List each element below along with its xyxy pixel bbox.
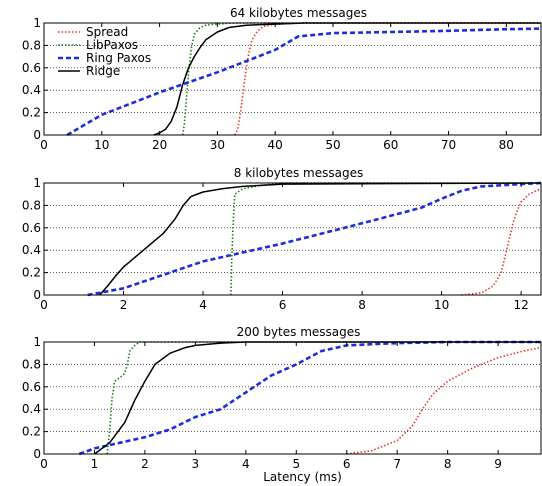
y-tick-label: 0.2: [22, 266, 41, 280]
x-tick-label: 0: [40, 457, 48, 471]
legend-label-ring-paxos: Ring Paxos: [86, 51, 151, 65]
x-tick-label: 4: [199, 298, 207, 312]
y-tick-label: 0.4: [22, 83, 41, 97]
x-tick-label: 8: [444, 457, 452, 471]
chart-panel-3: 0 0.2 0.4 0.6 0.8 1 0 1 2 3 4 5 6 7 8 9 200 bytes messag…: [22, 325, 542, 484]
chart-panel-2: 00.20.40.60.810 2 4 6 8 10 128 kilobytes messa…: [22, 166, 542, 312]
x-tick-label: 12: [513, 298, 528, 312]
y-tick-label: 1: [33, 16, 41, 30]
x-tick-label: 4: [242, 457, 250, 471]
x-tick-label: 8: [358, 298, 366, 312]
series-line-ring-paxos: [78, 340, 541, 456]
legend-label-libpaxos: LibPaxos: [86, 38, 138, 52]
y-tick-label: 0.4: [22, 402, 41, 416]
x-tick-label: 6: [279, 298, 287, 312]
y-tick-label: 0: [33, 128, 41, 142]
x-tick-label: 1: [91, 457, 99, 471]
x-tick-label: 10: [94, 138, 109, 152]
y-tick-label: 0.8: [22, 357, 41, 371]
plot-frame: [43, 182, 542, 296]
series-line-ridge: [94, 341, 541, 455]
series-line-libpaxos: [181, 22, 541, 136]
x-tick-label: 0: [40, 138, 48, 152]
series-line-libpaxos: [106, 341, 541, 455]
x-tick-label: 2: [141, 457, 149, 471]
y-tick-label: 0.8: [22, 38, 41, 52]
legend-label-spread: Spread: [86, 25, 128, 39]
chart-title: 200 bytes messages: [237, 325, 361, 339]
plot-frame: [43, 22, 542, 136]
chart-title: 64 kilobytes messages: [230, 6, 367, 20]
series-line-ridge: [153, 22, 541, 136]
series-line-spread: [233, 22, 541, 136]
x-tick-label: 0: [40, 298, 48, 312]
y-tick-label: 0: [33, 288, 41, 302]
series-line-ring-paxos: [87, 181, 542, 297]
series-line-libpaxos: [230, 182, 541, 296]
plot-frame: [43, 341, 542, 455]
x-tick-label: 3: [192, 457, 200, 471]
chart-title: 8 kilobytes messages: [234, 166, 363, 180]
x-tick-label: 70: [441, 138, 456, 152]
series-line-ring-paxos: [66, 27, 542, 137]
y-tick-label: 0: [33, 447, 41, 461]
x-tick-label: 20: [152, 138, 167, 152]
x-tick-label: 80: [499, 138, 514, 152]
x-tick-label: 6: [343, 457, 351, 471]
x-tick-label: 10: [434, 298, 449, 312]
y-tick-label: 1: [33, 176, 41, 190]
y-tick-label: 0.4: [22, 243, 41, 257]
x-tick-label: 30: [210, 138, 225, 152]
legend-label-ridge: Ridge: [86, 64, 120, 78]
x-tick-label: 40: [268, 138, 283, 152]
y-tick-label: 0.8: [22, 198, 41, 212]
series-line-spread: [346, 346, 542, 455]
y-tick-label: 0.2: [22, 106, 41, 120]
y-tick-label: 1: [33, 335, 41, 349]
x-tick-label: 5: [292, 457, 300, 471]
y-tick-label: 0.6: [22, 221, 41, 235]
x-tick-label: 2: [120, 298, 128, 312]
x-axis-label: Latency (ms): [263, 470, 342, 484]
x-tick-label: 50: [325, 138, 340, 152]
series-line-ridge: [99, 182, 542, 296]
x-tick-label: 9: [494, 457, 502, 471]
y-tick-label: 0.6: [22, 61, 41, 75]
series-line-spread: [461, 187, 542, 296]
x-tick-label: 7: [393, 457, 401, 471]
y-tick-label: 0.2: [22, 425, 41, 439]
y-tick-label: 0.6: [22, 380, 41, 394]
x-tick-label: 60: [383, 138, 398, 152]
